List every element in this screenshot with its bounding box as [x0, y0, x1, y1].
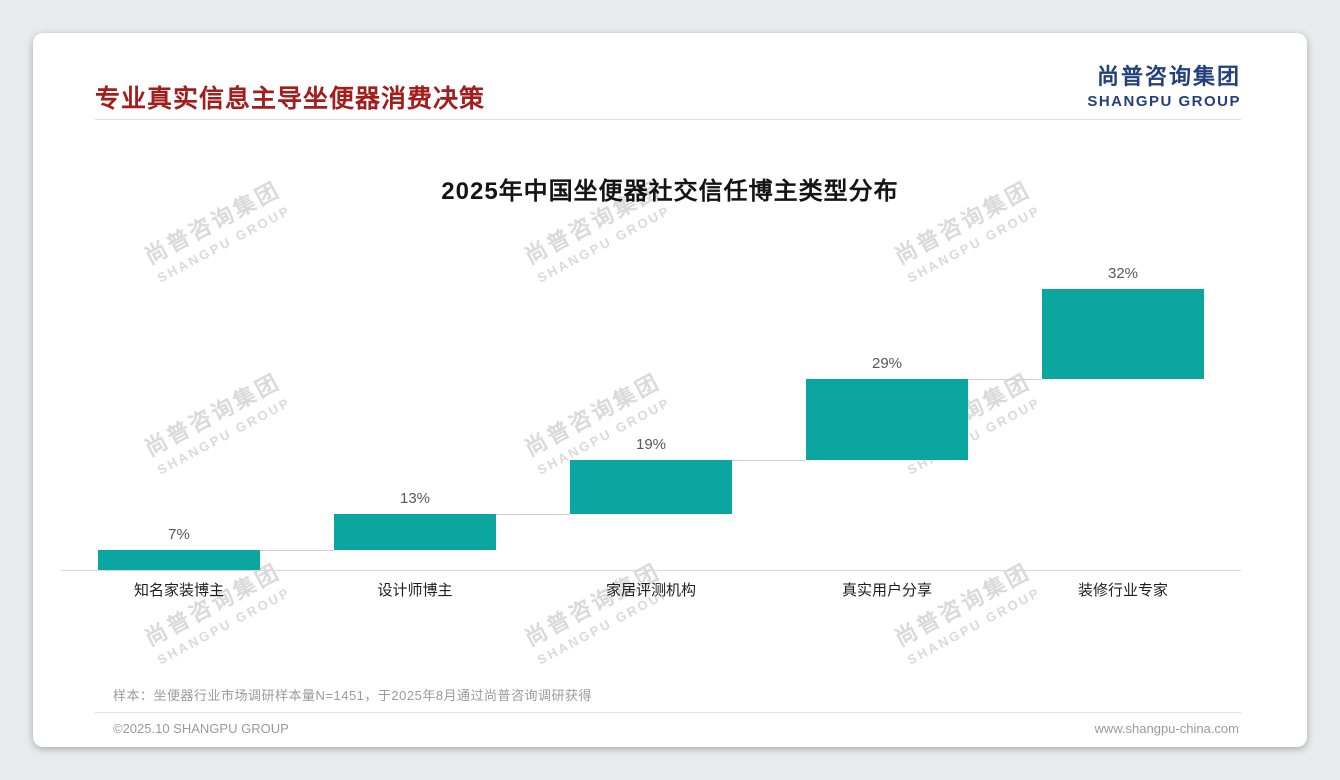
plot-area: 7% 13% 19% 29% 32%: [61, 265, 1241, 571]
bar-value-label: 7%: [168, 526, 190, 544]
brand-logo-en: SHANGPU GROUP: [1087, 93, 1241, 110]
watermark-en: SHANGPU GROUP: [534, 202, 674, 286]
header-divider: [95, 119, 1241, 120]
report-card: 尚普咨询集团 SHANGPU GROUP 尚普咨询集团 SHANGPU GROUP 尚普…: [33, 33, 1307, 747]
step-connector-line: [260, 550, 334, 552]
bar: [1041, 289, 1205, 379]
x-axis-label: 装修行业专家: [1077, 582, 1168, 599]
footer-url: www.shangpu-china.com: [1094, 721, 1239, 736]
chart-title: 2025年中国坐便器社交信任博主类型分布: [441, 178, 899, 205]
watermark-en: SHANGPU GROUP: [154, 202, 294, 286]
bar-value-label: 13%: [399, 489, 431, 507]
page-title: 专业真实信息主导坐便器消费决策: [95, 85, 486, 113]
footer-divider: [95, 712, 1241, 713]
x-axis-label: 真实用户分享: [841, 582, 932, 599]
bar: [97, 550, 261, 570]
x-axis-label: 知名家装博主: [133, 582, 224, 599]
step-connector-line: [968, 378, 1042, 380]
sample-footnote: 样本：坐便器行业市场调研样本量N=1451，于2025年8月通过尚普咨询调研获得: [113, 688, 593, 703]
bar: [805, 378, 969, 461]
bar-value-label: 29%: [871, 354, 903, 372]
bar-value-label: 19%: [635, 436, 667, 454]
step-connector-line: [732, 460, 806, 462]
step-connector-line: [496, 513, 570, 515]
footer-copyright: ©2025.10 SHANGPU GROUP: [113, 721, 289, 736]
brand-logo: 尚普咨询集团 SHANGPU GROUP: [1087, 59, 1241, 110]
x-axis-label: 设计师博主: [377, 582, 453, 599]
brand-logo-cn: 尚普咨询集团: [1096, 64, 1241, 89]
bar: [333, 513, 497, 551]
bar-value-label: 32%: [1107, 265, 1139, 282]
x-axis-label: 家居评测机构: [605, 582, 696, 599]
x-axis-labels: 知名家装博主 设计师博主 家居评测机构 真实用户分享 装修行业专家: [61, 579, 1241, 600]
bar: [569, 460, 733, 514]
